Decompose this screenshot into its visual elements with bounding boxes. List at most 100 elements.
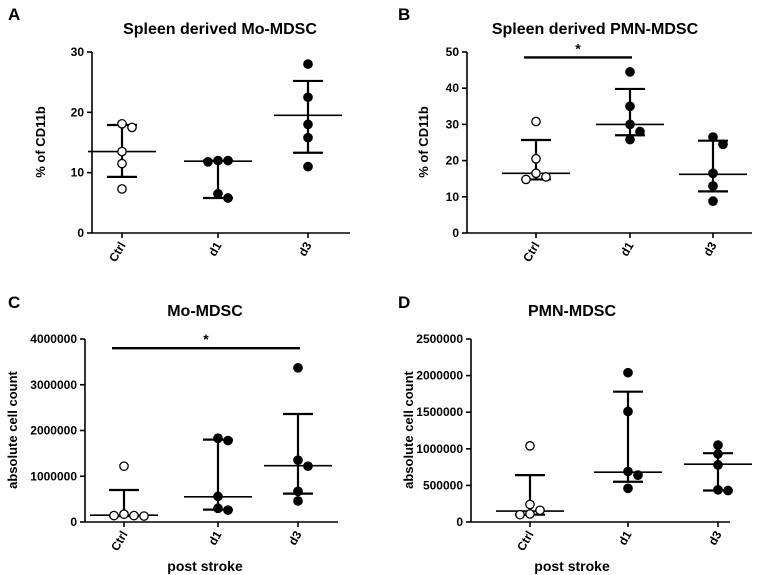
data-point	[293, 486, 303, 497]
data-point	[713, 449, 723, 459]
data-point	[303, 92, 313, 103]
x-tick-label: d1	[205, 528, 224, 547]
chart-title: PMN-MDSC	[528, 303, 616, 320]
data-point	[708, 132, 718, 142]
data-point	[541, 172, 551, 182]
panel-b: B Spleen derived PMN-MDSC % of CD11b 0 10…	[398, 5, 752, 264]
y-tick-label: 30	[446, 117, 460, 131]
data-point	[293, 362, 303, 373]
data-point	[531, 116, 541, 127]
x-tick-label: Ctrl	[108, 529, 130, 554]
data-point	[623, 483, 633, 494]
panel-a: A Spleen derived Mo-MDSC % of CD11b 0 10 2…	[8, 5, 350, 264]
significance-star: *	[575, 40, 581, 56]
plot-area: 0 1000000 2000000 3000000 4000000 Ctrl d1 d3 *	[30, 331, 338, 553]
series-ctrl	[496, 441, 564, 520]
y-tick-label: 0	[77, 226, 84, 240]
x-tick-label: d3	[295, 239, 314, 258]
series-ctrl	[502, 116, 570, 185]
y-tick-label: 50	[446, 45, 460, 59]
data-point	[723, 485, 733, 496]
data-point	[625, 101, 635, 112]
data-point	[525, 441, 535, 451]
y-tick-label: 1000000	[30, 469, 77, 483]
panel-letter-d: D	[398, 293, 410, 312]
data-point	[139, 511, 149, 521]
data-point	[625, 134, 635, 145]
data-point	[223, 505, 233, 515]
data-point	[635, 126, 645, 137]
data-point	[623, 406, 633, 417]
panel-letter-c: C	[8, 293, 20, 312]
panel-d: D PMN-MDSC absolute cell count post stro…	[398, 293, 752, 574]
data-point	[708, 196, 718, 206]
x-tick-label: Ctrl	[106, 240, 128, 265]
x-tick-label: Ctrl	[520, 240, 542, 265]
chart-title: Mo-MDSC	[167, 303, 243, 320]
series-ctrl	[88, 118, 156, 194]
series-d1	[596, 67, 664, 145]
data-point	[713, 440, 723, 450]
data-point	[213, 188, 223, 199]
y-tick-label: 1000000	[416, 442, 463, 456]
y-tick-label: 10	[446, 190, 460, 204]
y-tick-label: 2000000	[416, 369, 463, 383]
data-point	[119, 461, 129, 472]
y-tick-label: 20	[446, 154, 460, 168]
data-point	[119, 509, 129, 520]
data-point	[109, 510, 119, 521]
data-point	[713, 460, 723, 470]
data-point	[213, 503, 223, 514]
y-tick-label: 10	[71, 166, 85, 180]
data-point	[213, 155, 223, 166]
data-point	[303, 161, 313, 172]
y-tick-label: 30	[71, 45, 85, 59]
y-tick-label: 2000000	[30, 424, 77, 438]
y-tick-label: 40	[446, 81, 460, 95]
data-point	[129, 510, 139, 521]
data-point	[117, 118, 127, 129]
data-point	[293, 496, 303, 506]
y-tick-label: 500000	[423, 478, 463, 492]
x-axis-label: post stroke	[534, 558, 610, 574]
x-tick-label: Ctrl	[514, 529, 536, 554]
y-axis-label: % of CD11b	[416, 106, 431, 178]
series-d3	[264, 362, 332, 506]
chart-title: Spleen derived PMN-MDSC	[492, 21, 699, 38]
x-tick-label: d3	[705, 528, 724, 547]
data-point	[303, 132, 313, 143]
data-point	[293, 455, 303, 466]
data-point	[203, 156, 213, 167]
data-point	[223, 435, 233, 446]
plot-area: 0 10 20 30 Ctrl d1 d3	[71, 45, 350, 264]
series-d3	[274, 59, 342, 172]
data-point	[303, 119, 313, 130]
y-tick-label: 0	[452, 226, 459, 240]
data-point	[531, 153, 541, 164]
series-d3	[679, 132, 747, 206]
data-point	[213, 433, 223, 444]
data-point	[223, 193, 233, 203]
significance-star: *	[203, 331, 209, 347]
plot-area: 0 10 20 30 40 50 Ctrl d1 d3 *	[446, 40, 752, 264]
data-point	[625, 67, 635, 77]
data-point	[303, 59, 313, 69]
data-point	[515, 509, 525, 520]
panel-letter-a: A	[8, 5, 20, 24]
y-tick-label: 0	[70, 515, 77, 529]
y-axis-label: % of CD11b	[33, 106, 48, 178]
data-point	[633, 470, 643, 481]
x-tick-label: d1	[615, 528, 634, 547]
panel-c: C Mo-MDSC absolute cell count post strok…	[5, 293, 338, 574]
data-point	[525, 509, 535, 519]
plot-area: 0 500000 1000000 1500000 2000000 2500000 Ctrl d…	[416, 332, 752, 553]
series-ctrl	[90, 461, 158, 521]
y-tick-label: 20	[71, 105, 85, 119]
y-tick-label: 3000000	[30, 378, 77, 392]
panel-letter-b: B	[398, 5, 410, 24]
chart-title: Spleen derived Mo-MDSC	[123, 21, 317, 38]
series-d1	[184, 433, 252, 515]
data-point	[708, 181, 718, 191]
series-d1	[184, 155, 252, 203]
